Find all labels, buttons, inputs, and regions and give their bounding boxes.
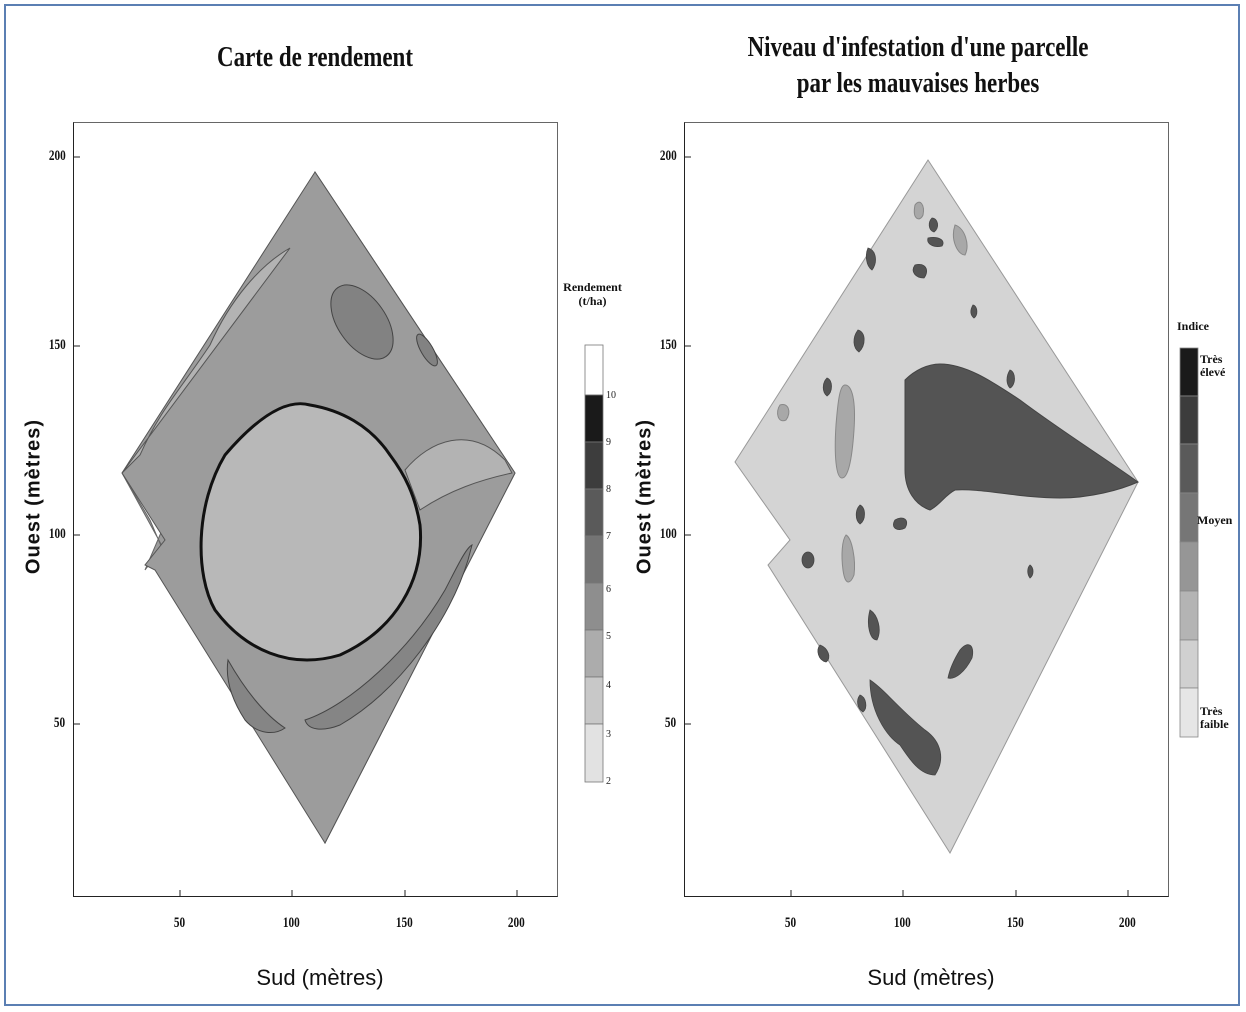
right-weed-spots-high bbox=[801, 217, 1034, 776]
left-x-tick: 50 bbox=[173, 915, 186, 931]
left-x-tick: 150 bbox=[395, 915, 413, 931]
left-yield-zone-light-right bbox=[404, 439, 513, 511]
left-yield-zone-light-upper bbox=[121, 247, 291, 474]
left-y-tick: 150 bbox=[48, 337, 66, 353]
right-x-axis-label: Sud (mètres) bbox=[867, 965, 995, 990]
right-tick-marks bbox=[684, 156, 1129, 897]
left-x-tick: 100 bbox=[282, 915, 300, 931]
legend-value: 4 bbox=[606, 680, 611, 691]
left-y-tick: 200 bbox=[48, 148, 66, 164]
right-y-tick: 200 bbox=[659, 148, 677, 164]
right-y-tick: 150 bbox=[659, 337, 677, 353]
right-legend-high: Très élevé bbox=[1200, 353, 1225, 379]
legend-value: 6 bbox=[606, 584, 611, 595]
left-legend-title-line1: Rendement bbox=[563, 280, 622, 294]
right-map-plot-area bbox=[684, 122, 1169, 897]
right-legend-low-line2: faible bbox=[1200, 717, 1229, 731]
right-legend-title: Indice bbox=[1177, 319, 1210, 333]
left-x-axis-label: Sud (mètres) bbox=[256, 965, 384, 990]
right-x-tick: 200 bbox=[1118, 915, 1136, 931]
left-x-tick: 200 bbox=[507, 915, 525, 931]
left-legend-title: Rendement (t/ha) bbox=[555, 280, 630, 308]
right-legend-mid: Moyen bbox=[1197, 513, 1233, 527]
left-map-title: Carte de rendement bbox=[217, 42, 413, 73]
right-weed-patch-mid bbox=[841, 534, 855, 583]
right-map-title: Niveau d'infestation d'une parcelle par … bbox=[713, 30, 1123, 102]
left-yield-zone-center bbox=[199, 402, 423, 662]
left-legend-title-line2: (t/ha) bbox=[578, 294, 607, 308]
right-y-tick: 50 bbox=[664, 715, 677, 731]
right-legend-high-line1: Très bbox=[1200, 352, 1223, 366]
legend-value: 10 bbox=[606, 390, 616, 401]
left-yield-zone-dark-small bbox=[416, 333, 438, 367]
right-legend-low: Très faible bbox=[1200, 705, 1229, 731]
legend-value: 7 bbox=[606, 531, 611, 542]
legend-value: 2 bbox=[606, 776, 611, 787]
right-weed-patch-mid bbox=[777, 403, 790, 422]
right-weed-patch-high bbox=[904, 363, 1140, 511]
right-legend-high-line2: élevé bbox=[1200, 365, 1226, 379]
left-yield-zone-dark-crescent bbox=[304, 544, 473, 730]
right-x-tick: 150 bbox=[1006, 915, 1024, 931]
left-yield-zone-dark-oval bbox=[330, 284, 394, 360]
right-legend-low-line1: Très bbox=[1200, 704, 1223, 718]
right-y-tick: 100 bbox=[659, 526, 677, 542]
right-weed-patch-mid bbox=[952, 224, 968, 256]
right-x-tick: 100 bbox=[893, 915, 911, 931]
left-y-tick: 100 bbox=[48, 526, 66, 542]
legend-value: 3 bbox=[606, 729, 611, 740]
left-legend-colorbar bbox=[584, 344, 604, 783]
right-x-tick: 50 bbox=[784, 915, 797, 931]
right-map-title-line1: Niveau d'infestation d'une parcelle bbox=[747, 32, 1089, 63]
left-tick-marks bbox=[73, 156, 518, 897]
legend-value: 5 bbox=[606, 631, 611, 642]
legend-value: 8 bbox=[606, 484, 611, 495]
right-weed-patch-mid bbox=[834, 384, 855, 479]
right-map-title-line2: par les mauvaises herbes bbox=[796, 68, 1040, 99]
left-yield-zone-dark-strip bbox=[226, 658, 286, 733]
right-legend-colorbar bbox=[1179, 347, 1199, 738]
left-y-tick: 50 bbox=[53, 715, 66, 731]
legend-value: 9 bbox=[606, 437, 611, 448]
right-y-axis-label: Ouest (mètres) bbox=[633, 418, 656, 575]
right-weed-patch-mid bbox=[913, 201, 924, 220]
left-map-plot-area bbox=[73, 122, 558, 897]
